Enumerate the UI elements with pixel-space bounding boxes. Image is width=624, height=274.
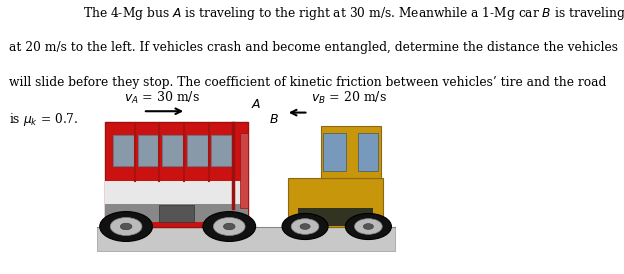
Bar xyxy=(323,133,346,172)
Text: $v_B$ = 20 m/s: $v_B$ = 20 m/s xyxy=(311,90,387,106)
Bar xyxy=(298,209,373,226)
Bar xyxy=(240,133,248,208)
Text: will slide before they stop. The coefficient of kinetic friction between vehicle: will slide before they stop. The coeffic… xyxy=(9,76,606,89)
Bar xyxy=(321,126,381,178)
Bar xyxy=(212,135,233,166)
Bar xyxy=(138,135,159,166)
Circle shape xyxy=(282,213,328,239)
Circle shape xyxy=(120,223,132,230)
Circle shape xyxy=(291,219,319,234)
Circle shape xyxy=(223,223,235,230)
Bar xyxy=(358,133,378,172)
Bar xyxy=(105,122,248,227)
Circle shape xyxy=(354,219,382,234)
Circle shape xyxy=(345,213,391,239)
Text: is $\mu_k$ = 0.7.: is $\mu_k$ = 0.7. xyxy=(9,111,78,128)
Bar xyxy=(105,181,248,204)
Bar xyxy=(162,135,184,166)
Bar xyxy=(288,178,383,227)
Bar xyxy=(97,227,395,251)
Circle shape xyxy=(110,218,142,235)
Bar xyxy=(113,135,135,166)
Circle shape xyxy=(363,224,373,229)
Text: $B$: $B$ xyxy=(269,113,279,126)
Circle shape xyxy=(203,212,256,241)
Text: at 20 m/s to the left. If vehicles crash and become entangled, determine the dis: at 20 m/s to the left. If vehicles crash… xyxy=(9,41,618,54)
Bar xyxy=(159,205,194,222)
Circle shape xyxy=(213,218,245,235)
Text: $A$: $A$ xyxy=(251,98,261,111)
Bar xyxy=(105,204,248,222)
Text: The 4-Mg bus $A$ is traveling to the right at 30 m/s. Meanwhile a 1-Mg car $B$ i: The 4-Mg bus $A$ is traveling to the rig… xyxy=(83,5,624,22)
Circle shape xyxy=(100,212,152,241)
Bar xyxy=(187,135,208,166)
Text: $v_A$ = 30 m/s: $v_A$ = 30 m/s xyxy=(124,90,200,106)
Circle shape xyxy=(300,224,310,229)
